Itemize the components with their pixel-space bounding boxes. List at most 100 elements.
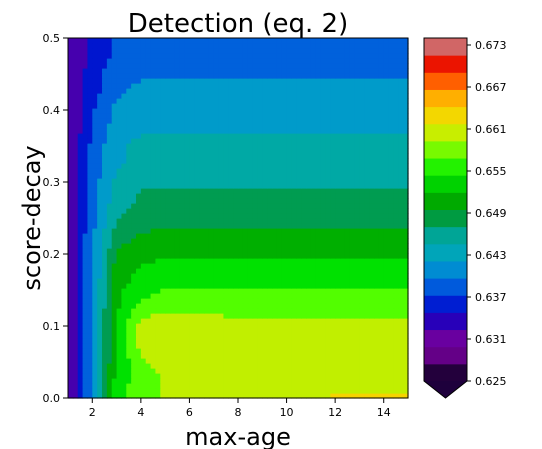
contour-cell bbox=[252, 233, 259, 239]
contour-cell bbox=[281, 378, 288, 384]
contour-cell bbox=[228, 178, 234, 184]
contour-cell bbox=[106, 168, 113, 174]
contour-cell bbox=[320, 98, 327, 104]
contour-cell bbox=[267, 73, 273, 79]
contour-cell bbox=[238, 148, 244, 154]
contour-cell bbox=[233, 133, 239, 139]
contour-cell bbox=[165, 213, 171, 219]
contour-cell bbox=[126, 268, 132, 274]
contour-cell bbox=[335, 313, 341, 319]
contour-cell bbox=[378, 143, 385, 149]
contour-cell bbox=[344, 203, 351, 209]
contour-cell bbox=[359, 258, 365, 264]
contour-cell bbox=[247, 363, 254, 369]
contour-cell bbox=[136, 308, 142, 314]
contour-cell bbox=[393, 198, 399, 204]
contour-cell bbox=[184, 158, 191, 164]
contour-cell bbox=[228, 188, 234, 194]
contour-cell bbox=[72, 178, 79, 184]
contour-cell bbox=[126, 363, 132, 369]
contour-cell bbox=[388, 58, 395, 64]
contour-cell bbox=[349, 223, 356, 229]
contour-cell bbox=[189, 353, 195, 359]
contour-cell bbox=[247, 53, 254, 59]
contour-cell bbox=[136, 298, 142, 304]
contour-cell bbox=[301, 48, 307, 54]
contour-cell bbox=[155, 98, 161, 104]
contour-cell bbox=[92, 293, 98, 299]
contour-cell bbox=[92, 193, 98, 199]
contour-cell bbox=[262, 223, 268, 229]
contour-cell bbox=[208, 193, 215, 199]
contour-cell bbox=[136, 108, 142, 114]
contour-cell bbox=[87, 358, 93, 364]
contour-cell bbox=[398, 303, 404, 309]
contour-cell bbox=[77, 63, 84, 69]
contour-cell bbox=[189, 373, 195, 379]
contour-cell bbox=[238, 93, 244, 99]
contour-cell bbox=[126, 298, 132, 304]
contour-cell bbox=[369, 373, 375, 379]
contour-cell bbox=[388, 388, 395, 394]
contour-cell bbox=[165, 173, 171, 179]
contour-cell bbox=[238, 108, 244, 114]
contour-cell bbox=[364, 328, 370, 334]
contour-cell bbox=[121, 203, 127, 209]
contour-cell bbox=[364, 178, 370, 184]
contour-cell bbox=[199, 308, 205, 314]
contour-cell bbox=[320, 148, 327, 154]
contour-cell bbox=[233, 163, 239, 169]
contour-cell bbox=[77, 233, 84, 239]
contour-cell bbox=[179, 43, 186, 49]
contour-cell bbox=[179, 218, 186, 224]
contour-cell bbox=[131, 78, 137, 84]
contour-cell bbox=[136, 293, 142, 299]
contour-cell bbox=[340, 248, 346, 254]
contour-cell bbox=[106, 248, 113, 254]
contour-cell bbox=[272, 203, 278, 209]
contour-cell bbox=[369, 353, 375, 359]
contour-cell bbox=[208, 288, 215, 294]
contour-cell bbox=[403, 163, 409, 169]
contour-cell bbox=[150, 73, 157, 79]
contour-cell bbox=[286, 73, 293, 79]
contour-cell bbox=[281, 308, 288, 314]
contour-cell bbox=[252, 243, 259, 249]
contour-cell bbox=[393, 158, 399, 164]
contour-cell bbox=[160, 48, 166, 54]
contour-cell bbox=[252, 303, 259, 309]
contour-cell bbox=[398, 53, 404, 59]
contour-cell bbox=[369, 68, 375, 74]
contour-cell bbox=[291, 133, 297, 139]
contour-cell bbox=[102, 43, 108, 49]
contour-cell bbox=[160, 213, 166, 219]
contour-cell bbox=[68, 308, 74, 314]
contour-cell bbox=[160, 153, 166, 159]
contour-cell bbox=[354, 158, 361, 164]
contour-cell bbox=[276, 173, 283, 179]
contour-cell bbox=[398, 198, 404, 204]
contour-cell bbox=[364, 68, 370, 74]
contour-cell bbox=[92, 78, 98, 84]
contour-cell bbox=[398, 58, 404, 64]
contour-cell bbox=[291, 223, 297, 229]
contour-cell bbox=[218, 323, 225, 329]
contour-cell bbox=[281, 273, 288, 279]
contour-cell bbox=[272, 88, 278, 94]
contour-cell bbox=[208, 358, 215, 364]
contour-cell bbox=[77, 353, 84, 359]
contour-cell bbox=[306, 323, 312, 329]
contour-cell bbox=[296, 163, 302, 169]
contour-cell bbox=[116, 63, 123, 69]
contour-cell bbox=[315, 118, 322, 124]
contour-cell bbox=[388, 258, 395, 264]
contour-cell bbox=[403, 238, 409, 244]
contour-cell bbox=[77, 298, 84, 304]
contour-cell bbox=[306, 208, 312, 214]
contour-cell bbox=[199, 93, 205, 99]
contour-cell bbox=[170, 233, 176, 239]
contour-cell bbox=[92, 348, 98, 354]
contour-cell bbox=[194, 123, 200, 129]
contour-cell bbox=[374, 178, 380, 184]
contour-cell bbox=[170, 278, 176, 284]
